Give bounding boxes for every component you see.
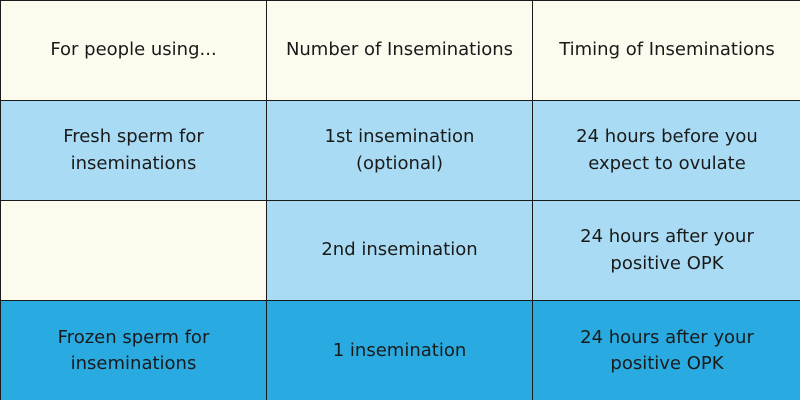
row2-timing-cell: 24 hours after your positive OPK bbox=[533, 201, 800, 301]
header-cell-people-using: For people using... bbox=[1, 1, 267, 101]
row1-people-using-cell: Fresh sperm for inseminations bbox=[1, 101, 267, 201]
row1-timing-cell: 24 hours before you expect to ovulate bbox=[533, 101, 800, 201]
row3-timing-cell: 24 hours after your positive OPK bbox=[533, 301, 800, 400]
row2-number-cell: 2nd insemination bbox=[267, 201, 533, 301]
header-cell-number-of-inseminations: Number of Inseminations bbox=[267, 1, 533, 101]
row2-people-using-cell bbox=[1, 201, 267, 301]
row1-number-cell: 1st insemination (optional) bbox=[267, 101, 533, 201]
header-cell-timing-of-inseminations: Timing of Inseminations bbox=[533, 1, 800, 101]
row3-number-cell: 1 insemination bbox=[267, 301, 533, 400]
row3-people-using-cell: Frozen sperm for inseminations bbox=[1, 301, 267, 400]
